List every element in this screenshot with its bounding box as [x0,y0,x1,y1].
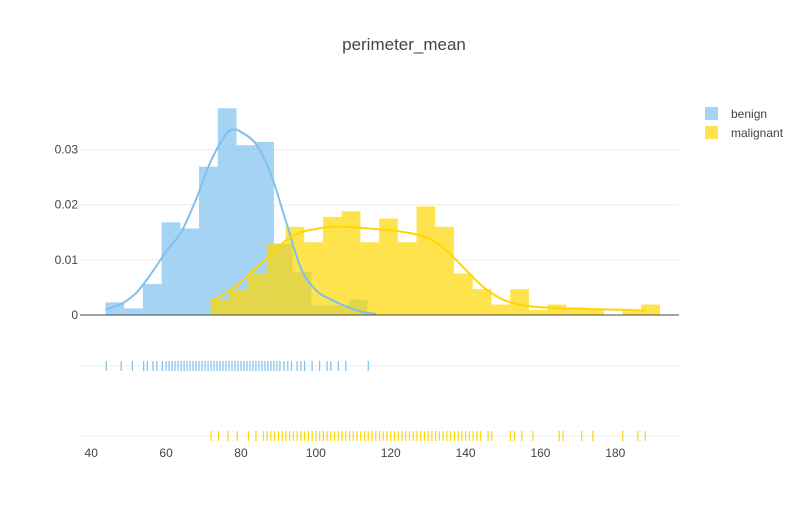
x-tick-label: 180 [605,446,625,460]
malignant-histogram-bar [622,310,642,315]
y-tick-label: 0 [71,308,78,322]
x-tick-label: 40 [85,446,99,460]
y-tick-label: 0.01 [55,253,79,267]
malignant-histogram-bar [435,226,455,315]
kde-curves [105,128,646,315]
y-tick-label: 0.03 [55,143,79,157]
malignant-histogram-bar [510,289,529,315]
malignant-histogram-bar [397,242,417,315]
x-tick-label: 80 [234,446,248,460]
legend-label-benign: benign [731,107,767,121]
axes: 0 0.01 0.02 0.03 40 60 80 100 120 140 160 180 [55,143,679,460]
malignant-histogram-bar [585,310,604,315]
malignant-histogram-bar [491,304,511,315]
rug-plots [105,361,646,441]
x-tick-label: 140 [456,446,476,460]
benign-histogram-bar [217,108,237,316]
x-tick-label: 60 [159,446,173,460]
y-tick-label: 0.02 [55,198,79,212]
malignant-histogram-bar [266,243,286,315]
malignant-histogram-bar [472,289,492,315]
benign-histogram-bar [180,228,200,315]
malignant-histogram-bar [304,242,323,315]
benign-kde-line [105,128,376,315]
malignant-histogram-bar [210,299,230,315]
malignant-histogram-bar [454,273,473,315]
malignant-histogram-bar [322,216,342,315]
malignant-histogram-bar [248,273,267,315]
benign-histogram-bar [161,222,181,315]
malignant-kde-line [210,225,646,312]
malignant-histogram-bar [360,242,380,315]
malignant-histogram-bar [547,304,567,315]
legend-label-malignant: malignant [731,126,784,140]
histogram-bars [105,108,660,316]
x-tick-label: 100 [306,446,326,460]
malignant-histogram-bar [379,218,398,315]
x-tick-label: 160 [530,446,550,460]
legend: benign malignant [705,107,784,140]
legend-swatch-benign [705,107,718,120]
x-tick-label: 120 [381,446,401,460]
legend-swatch-malignant [705,126,718,139]
malignant-histogram-bar [416,206,436,315]
malignant-histogram-bar [641,304,660,315]
malignant-histogram-bar [285,226,305,315]
benign-histogram-bar [124,308,143,315]
malignant-histogram-bar [229,290,249,315]
malignant-histogram-bar [528,310,548,315]
benign-histogram-bar [199,166,218,315]
malignant-histogram-bar [341,211,361,315]
malignant-histogram-bar [566,307,586,315]
benign-histogram-bar [142,284,162,315]
chart-title: perimeter_mean [342,35,466,54]
